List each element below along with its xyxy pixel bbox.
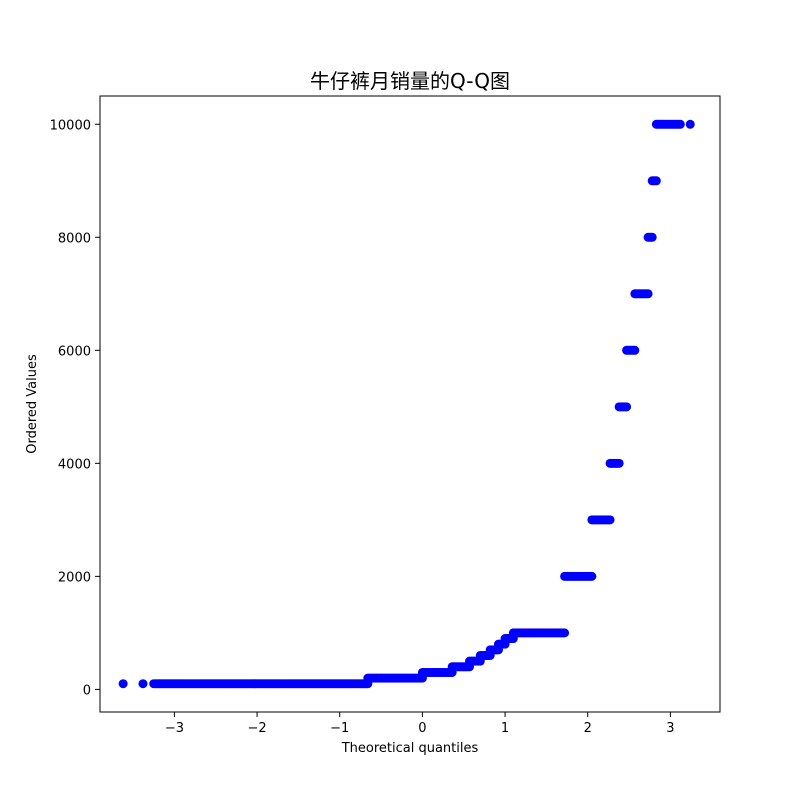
point-cluster: [622, 345, 640, 355]
point-cluster: [138, 679, 148, 689]
data-point: [138, 679, 148, 689]
point-cluster: [118, 679, 128, 689]
data-point: [685, 119, 695, 129]
point-cluster: [560, 571, 597, 581]
data-point: [587, 571, 597, 581]
x-tick-label: −1: [330, 721, 349, 736]
data-point: [614, 458, 624, 468]
y-tick-label: 4000: [58, 457, 91, 472]
point-cluster: [614, 402, 632, 412]
data-point: [118, 679, 128, 689]
point-cluster: [605, 458, 624, 468]
plot-frame: [99, 95, 721, 713]
point-cluster: [363, 673, 427, 683]
data-point: [647, 232, 657, 242]
point-cluster: [643, 232, 657, 242]
data-points: [118, 119, 695, 689]
y-tick-label: 8000: [58, 231, 91, 246]
x-tick-label: 0: [418, 721, 426, 736]
point-cluster: [465, 656, 485, 666]
x-tick-label: 1: [501, 721, 509, 736]
data-point: [622, 402, 632, 412]
data-point: [651, 176, 661, 186]
data-point: [560, 628, 570, 638]
data-point: [605, 515, 615, 525]
point-cluster: [149, 679, 373, 689]
point-cluster: [475, 650, 495, 660]
data-point: [643, 289, 653, 299]
y-tick-label: 10000: [50, 118, 91, 133]
data-point: [675, 119, 685, 129]
point-cluster: [500, 634, 518, 644]
point-cluster: [447, 662, 475, 672]
axis-ticks: −3 −2 −1 0 1 2 3 0 2000 4000 6000 8000 10000: [50, 118, 675, 736]
y-tick-label: 6000: [58, 344, 91, 359]
data-point: [630, 345, 640, 355]
x-tick-label: 2: [584, 721, 592, 736]
point-cluster: [685, 119, 695, 129]
point-cluster: [647, 176, 661, 186]
x-tick-label: −2: [247, 721, 266, 736]
point-cluster: [630, 289, 653, 299]
y-axis-label: Ordered Values: [25, 354, 40, 454]
y-tick-label: 2000: [58, 570, 91, 585]
x-axis-label: Theoretical quantiles: [341, 741, 479, 756]
chart-title: 牛仔裤月销量的Q-Q图: [310, 69, 510, 93]
y-tick-label: 0: [83, 683, 91, 698]
point-cluster: [508, 628, 570, 638]
x-tick-label: −3: [165, 721, 184, 736]
point-cluster: [651, 119, 685, 129]
point-cluster: [587, 515, 615, 525]
x-tick-label: 3: [666, 721, 674, 736]
point-cluster: [417, 667, 457, 677]
